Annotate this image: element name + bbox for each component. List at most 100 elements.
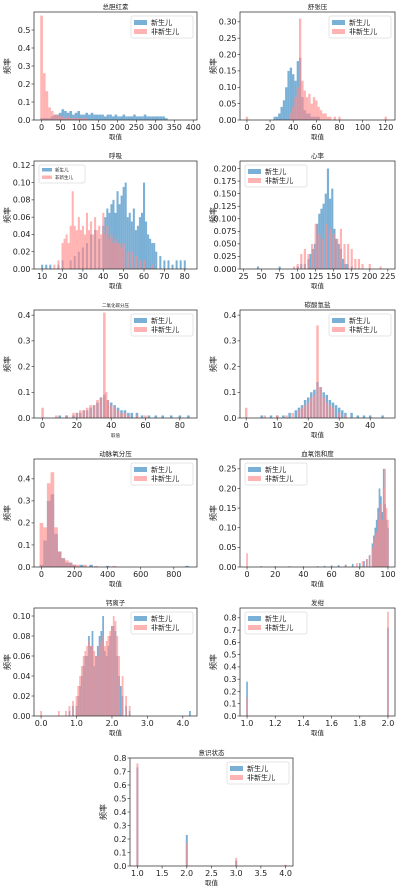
bar xyxy=(380,504,382,567)
bar xyxy=(298,18,302,120)
chart-title: 动脉氧分压 xyxy=(99,449,132,458)
bar xyxy=(95,656,97,716)
y-tick-label: 0.025 xyxy=(214,252,237,261)
chart-8: 0 20 40 60 80 100 0.00 0.05 0.10 0.15 0.20 0.25 血氧饱和… xyxy=(208,449,396,588)
bar xyxy=(74,118,78,120)
bar xyxy=(61,243,64,269)
bar xyxy=(66,116,70,120)
legend-swatch xyxy=(42,175,52,179)
bar xyxy=(245,116,249,120)
y-tick-label: 0.150 xyxy=(214,189,237,198)
bar xyxy=(57,711,60,716)
bar xyxy=(315,100,318,120)
bar xyxy=(98,646,101,716)
x-tick-label: 225 xyxy=(380,272,395,281)
bar xyxy=(273,116,276,120)
bar xyxy=(374,535,377,567)
bar xyxy=(136,225,139,269)
bar xyxy=(128,212,131,269)
bar xyxy=(68,706,71,716)
y-tick-label: 0.3 xyxy=(114,821,127,830)
bar xyxy=(384,116,387,120)
x-tick-label: 40 xyxy=(106,421,116,430)
y-tick-label: 0.10 xyxy=(13,178,31,187)
legend-label: 非新生儿 xyxy=(151,474,179,483)
bar xyxy=(72,412,75,418)
x-tick-label: 10 xyxy=(272,421,282,430)
bar xyxy=(338,116,341,120)
x-tick-label: 200 xyxy=(110,123,125,132)
legend-label: 非新生儿 xyxy=(349,27,377,36)
series-non-neonatal xyxy=(136,763,287,866)
bar xyxy=(310,103,313,120)
bar xyxy=(362,415,366,418)
x-tick-label: 0 xyxy=(39,570,44,579)
bar xyxy=(67,243,70,269)
bar xyxy=(116,636,119,716)
bar xyxy=(324,113,327,120)
bar xyxy=(387,519,389,567)
bar xyxy=(96,656,99,716)
bar xyxy=(85,112,89,120)
bar xyxy=(41,407,44,418)
legend-label: 新生儿 xyxy=(55,167,69,174)
bar xyxy=(387,611,389,716)
bar xyxy=(80,114,83,120)
bar xyxy=(339,228,343,269)
bar xyxy=(54,527,58,567)
bar xyxy=(77,111,81,120)
bar xyxy=(296,87,299,120)
x-tick-label: 50 xyxy=(119,272,129,281)
x-tick-label: 2.0 xyxy=(106,719,119,728)
y-tick-label: 0.00 xyxy=(219,563,237,572)
bar xyxy=(126,251,129,269)
bar xyxy=(138,217,141,269)
bar xyxy=(79,410,82,418)
bar xyxy=(103,116,107,120)
bar xyxy=(178,415,182,418)
y-tick-label: 0.1 xyxy=(18,98,31,107)
x-tick-label: 30 xyxy=(334,421,344,430)
bar xyxy=(296,263,299,269)
y-tick-label: 0.20 xyxy=(219,484,237,493)
bar xyxy=(167,260,170,269)
legend-swatch xyxy=(248,178,261,183)
bar xyxy=(163,260,166,269)
bar xyxy=(275,116,279,120)
bar xyxy=(94,565,98,567)
series-non-neonatal xyxy=(41,312,147,418)
chart-title: 血氧饱和度 xyxy=(301,449,334,458)
y-tick-label: 0.20 xyxy=(219,50,237,59)
legend-label: 新生儿 xyxy=(151,465,172,474)
x-tick-label: 175 xyxy=(344,272,359,281)
bar xyxy=(105,641,108,716)
bar xyxy=(85,118,89,120)
x-tick-label: 0 xyxy=(244,123,249,132)
bar xyxy=(83,564,87,567)
legend-label: 非新生儿 xyxy=(151,27,179,36)
bar xyxy=(50,472,55,567)
bar xyxy=(81,225,84,269)
bar xyxy=(302,566,305,567)
x-tick-label: 50 xyxy=(55,123,65,132)
y-tick-label: 0.15 xyxy=(219,67,237,76)
bar xyxy=(49,264,52,269)
bar xyxy=(86,646,89,716)
bar xyxy=(96,400,99,418)
bar xyxy=(128,706,131,716)
bar xyxy=(125,696,128,716)
bar xyxy=(122,186,125,269)
bar xyxy=(46,483,51,567)
x-tick-label: 1.2 xyxy=(269,719,282,728)
bar xyxy=(326,168,330,269)
bar xyxy=(106,114,110,120)
bar xyxy=(157,116,160,120)
bar xyxy=(98,225,101,269)
bar xyxy=(143,114,147,120)
legend-swatch xyxy=(248,169,261,174)
y-tick-label: 0.050 xyxy=(214,240,237,249)
bar xyxy=(39,522,44,567)
bar xyxy=(308,93,311,120)
